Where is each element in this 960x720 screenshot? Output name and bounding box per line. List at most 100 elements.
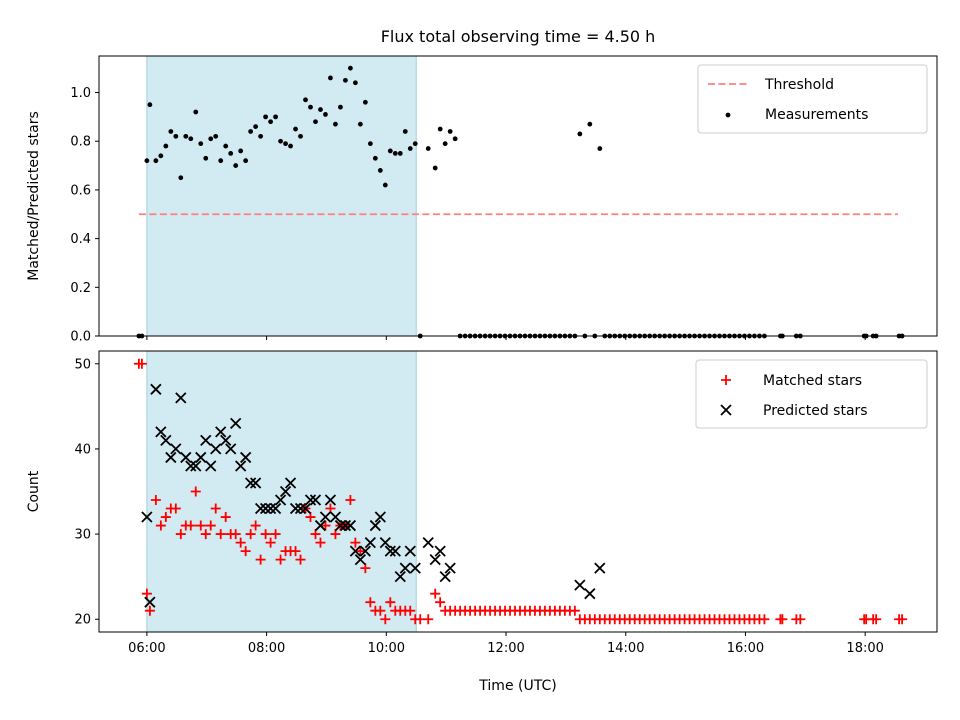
measurement-point: [203, 155, 209, 161]
measurement-point: [328, 75, 333, 81]
measurement-point: [308, 104, 313, 110]
legend-matched-label: Matched stars: [763, 373, 862, 389]
predicted-star-point: [429, 553, 441, 566]
predicted-star-point: [225, 443, 237, 455]
predicted-star-point: [245, 477, 257, 489]
measurement-point: [597, 146, 603, 151]
predicted-star-point: [165, 451, 177, 464]
matched-star-point: [185, 520, 196, 531]
matched-star-point: [141, 588, 152, 599]
legend-box: [695, 359, 928, 429]
measurement-point: [442, 141, 448, 147]
matched-star-point: [380, 614, 391, 625]
measurement-point: [273, 114, 278, 120]
measurement-point: [228, 150, 234, 156]
matched-star-point: [275, 554, 286, 565]
measurement-point: [303, 97, 308, 103]
predicted-star-point: [394, 571, 406, 583]
measurement-point: [318, 107, 323, 112]
x-axis-label: Time (UTC): [478, 678, 556, 694]
matched-star-point: [435, 597, 446, 608]
count-panel-ticks: 20 30 40 50 06:00 08:00 10:00 12:00 14:00 16:00 18…: [74, 357, 883, 656]
measurement-point: [372, 155, 378, 161]
predicted-star-point: [584, 588, 596, 600]
matched-star-point: [210, 503, 221, 514]
x-tick-label: 14:00: [607, 641, 644, 656]
predicted-star-point: [160, 434, 172, 447]
x-tick-label: 16:00: [727, 641, 764, 656]
matched-star-point: [240, 546, 251, 557]
matched-star-point: [200, 529, 211, 540]
matched-star-point: [871, 614, 882, 625]
matched-star-point: [320, 520, 331, 531]
x-tick-label: 18:00: [846, 641, 883, 656]
matched-star-point: [245, 529, 256, 540]
measurement-point: [377, 168, 383, 173]
predicted-star-point: [144, 596, 156, 608]
matched-star-point: [255, 554, 266, 565]
matched-star-point: [569, 605, 580, 616]
measurement-point: [208, 136, 214, 142]
measurement-point: [223, 143, 229, 149]
measurement-point: [392, 150, 398, 156]
measurement-point: [432, 165, 438, 171]
predicted-star-point: [215, 426, 227, 438]
matched-star-point: [215, 529, 226, 540]
predicted-star-point: [155, 426, 167, 438]
measurement-point: [238, 148, 244, 154]
matched-star-point: [144, 605, 155, 616]
y-tick-label: 0.4: [70, 232, 91, 247]
observing-window-span: [146, 350, 417, 633]
matched-star-point: [365, 597, 376, 608]
predicted-star-point: [594, 562, 606, 574]
measurement-point: [343, 77, 348, 83]
predicted-star-point: [284, 477, 297, 489]
predicted-star-point: [294, 502, 307, 515]
measurement-point: [183, 133, 189, 139]
predicted-star-point: [180, 451, 192, 464]
matched-star-point: [355, 546, 366, 557]
measurement-point: [158, 153, 164, 159]
measurement-point: [323, 112, 328, 117]
matched-star-point: [405, 605, 416, 616]
count-panel-frame: [98, 350, 938, 633]
predicted-star-point: [309, 494, 322, 506]
measurement-point: [188, 136, 194, 142]
predicted-star-point: [279, 485, 292, 498]
measurement-point: [387, 148, 393, 154]
measurement-point: [163, 143, 169, 149]
matched-star-point: [205, 520, 216, 531]
predicted-star-point: [319, 511, 332, 523]
measurement-point: [362, 99, 368, 105]
predicted-star-point: [439, 571, 451, 583]
predicted-star-point: [422, 536, 434, 549]
y-tick-label: 0.2: [70, 281, 91, 296]
measurement-point: [587, 121, 593, 127]
measurement-point: [447, 129, 453, 134]
measurement-point: [283, 141, 288, 147]
predicted-star-point: [379, 536, 391, 549]
measurement-point: [147, 102, 153, 108]
matched-star-point: [175, 529, 186, 540]
matched-star-point: [290, 546, 301, 557]
predicted-star-point: [444, 562, 456, 574]
measurement-point: [407, 146, 413, 151]
y-tick-label: 40: [74, 442, 91, 457]
predicted-star-point: [185, 460, 197, 472]
ratio-panel: 0.0 0.2 0.4 0.6 0.8 1.0 Matched/Predicted sta…: [26, 55, 938, 345]
predicted-star-point: [220, 434, 232, 447]
matched-star-point: [897, 614, 908, 625]
matched-star-point: [235, 537, 246, 548]
measurement-point: [193, 109, 199, 115]
measurement-point: [263, 114, 269, 120]
measurement-point: [452, 136, 458, 142]
matched-star-point: [310, 529, 321, 540]
matched-star-point: [795, 614, 806, 625]
count-plot-marks: [133, 358, 908, 625]
matched-star-point: [250, 520, 261, 531]
predicted-star-point: [369, 519, 381, 532]
measurement-point: [248, 129, 254, 134]
predicted-star-point: [324, 494, 337, 506]
measurement-point: [168, 129, 174, 134]
observing-window-span: [146, 55, 417, 337]
